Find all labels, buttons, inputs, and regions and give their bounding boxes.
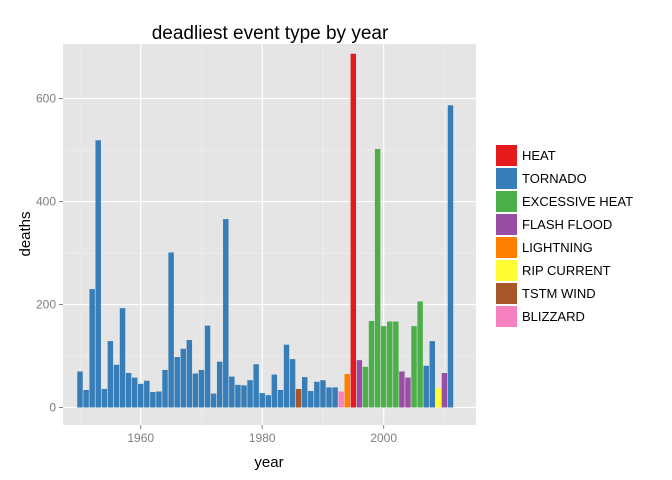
bar-2004 bbox=[405, 377, 411, 408]
bar-1955 bbox=[107, 341, 114, 408]
bar-2008 bbox=[429, 341, 436, 408]
y-axis-ticks: 0 200 400 600 bbox=[36, 92, 63, 414]
bar-2001 bbox=[387, 321, 393, 408]
bar-1951 bbox=[83, 389, 89, 408]
bar-1997 bbox=[362, 366, 369, 408]
bar-1995 bbox=[350, 53, 357, 408]
legend-label: RIP CURRENT bbox=[522, 263, 611, 278]
bar-1987 bbox=[301, 377, 308, 408]
x-tick-label: 1960 bbox=[127, 431, 154, 445]
bar-2000 bbox=[380, 326, 387, 408]
x-tick-label: 2000 bbox=[370, 431, 397, 445]
y-tick-label: 600 bbox=[36, 92, 56, 106]
bar-1958 bbox=[125, 372, 132, 408]
bar-2002 bbox=[393, 321, 399, 408]
bar-1986 bbox=[295, 388, 302, 408]
bar-2003 bbox=[399, 371, 405, 408]
bar-2010 bbox=[441, 372, 448, 408]
bar-2006 bbox=[417, 301, 423, 408]
y-tick-label: 400 bbox=[36, 195, 56, 209]
legend-swatch bbox=[496, 145, 517, 166]
bar-1983 bbox=[277, 389, 284, 408]
bar-1969 bbox=[192, 373, 199, 408]
bars bbox=[77, 53, 454, 408]
bar-1961 bbox=[144, 380, 150, 408]
legend-swatch bbox=[496, 191, 517, 212]
gridlines bbox=[63, 44, 476, 425]
bar-2009 bbox=[435, 388, 442, 408]
bar-1992 bbox=[332, 387, 338, 408]
bar-1979 bbox=[253, 364, 259, 408]
bar-2007 bbox=[423, 365, 429, 408]
bar-1993 bbox=[338, 391, 344, 408]
bar-1998 bbox=[368, 320, 375, 408]
bar-1996 bbox=[356, 360, 363, 408]
legend-swatch bbox=[496, 237, 517, 258]
bar-1990 bbox=[320, 380, 326, 408]
bar-1957 bbox=[119, 308, 126, 408]
bar-1971 bbox=[204, 325, 211, 408]
bar-1994 bbox=[344, 374, 350, 408]
x-tick-label: 1980 bbox=[249, 431, 276, 445]
bar-1965 bbox=[168, 252, 174, 408]
bar-2011 bbox=[447, 105, 454, 408]
bar-1964 bbox=[162, 369, 168, 408]
bar-2005 bbox=[411, 326, 417, 408]
bar-1988 bbox=[308, 391, 314, 408]
legend: HEAT TORNADO EXCESSIVE HEAT FLASH FLOOD LIGH… bbox=[496, 145, 633, 327]
legend-swatch bbox=[496, 306, 517, 327]
bar-1960 bbox=[138, 383, 144, 408]
bar-1963 bbox=[156, 391, 162, 408]
bar-1974 bbox=[223, 219, 229, 408]
bar-1989 bbox=[314, 381, 320, 408]
bar-1950 bbox=[77, 371, 83, 408]
legend-label: BLIZZARD bbox=[522, 309, 585, 324]
chart-title: deadliest event type by year bbox=[152, 23, 389, 44]
y-axis-title: deaths bbox=[17, 211, 34, 256]
legend-swatch bbox=[496, 214, 517, 235]
bar-1956 bbox=[113, 364, 120, 408]
legend-label: HEAT bbox=[522, 148, 556, 163]
bar-1973 bbox=[216, 361, 223, 408]
legend-label: EXCESSIVE HEAT bbox=[522, 194, 633, 209]
bar-1975 bbox=[229, 376, 235, 408]
legend-label: TSTM WIND bbox=[522, 286, 596, 301]
legend-swatch bbox=[496, 283, 517, 304]
y-tick-label: 200 bbox=[36, 298, 56, 312]
bar-1980 bbox=[259, 393, 265, 408]
bar-1967 bbox=[180, 348, 186, 408]
bar-1953 bbox=[95, 140, 101, 408]
bar-1970 bbox=[198, 369, 205, 408]
bar-1985 bbox=[289, 359, 296, 408]
bar-1976 bbox=[235, 384, 241, 408]
x-axis-ticks: 1960 1980 2000 bbox=[127, 425, 397, 445]
bar-1978 bbox=[247, 380, 253, 408]
bar-1959 bbox=[131, 377, 138, 408]
bar-1984 bbox=[283, 344, 290, 408]
bar-1962 bbox=[150, 392, 156, 408]
legend-swatch bbox=[496, 260, 517, 281]
legend-label: TORNADO bbox=[522, 171, 587, 186]
legend-swatch bbox=[496, 168, 517, 189]
bar-1981 bbox=[265, 395, 272, 408]
bar-1991 bbox=[326, 387, 332, 408]
bar-1982 bbox=[271, 374, 278, 408]
bar-1999 bbox=[374, 149, 381, 408]
y-tick-label: 0 bbox=[49, 400, 56, 414]
bar-1952 bbox=[89, 289, 95, 408]
bar-1966 bbox=[174, 357, 180, 408]
legend-label: FLASH FLOOD bbox=[522, 217, 612, 232]
bar-1954 bbox=[101, 388, 108, 408]
x-axis-title: year bbox=[254, 454, 283, 471]
legend-label: LIGHTNING bbox=[522, 240, 593, 255]
bar-1977 bbox=[241, 385, 247, 408]
bar-1968 bbox=[186, 340, 193, 408]
bar-1972 bbox=[210, 393, 217, 408]
plot-panel bbox=[63, 44, 476, 425]
